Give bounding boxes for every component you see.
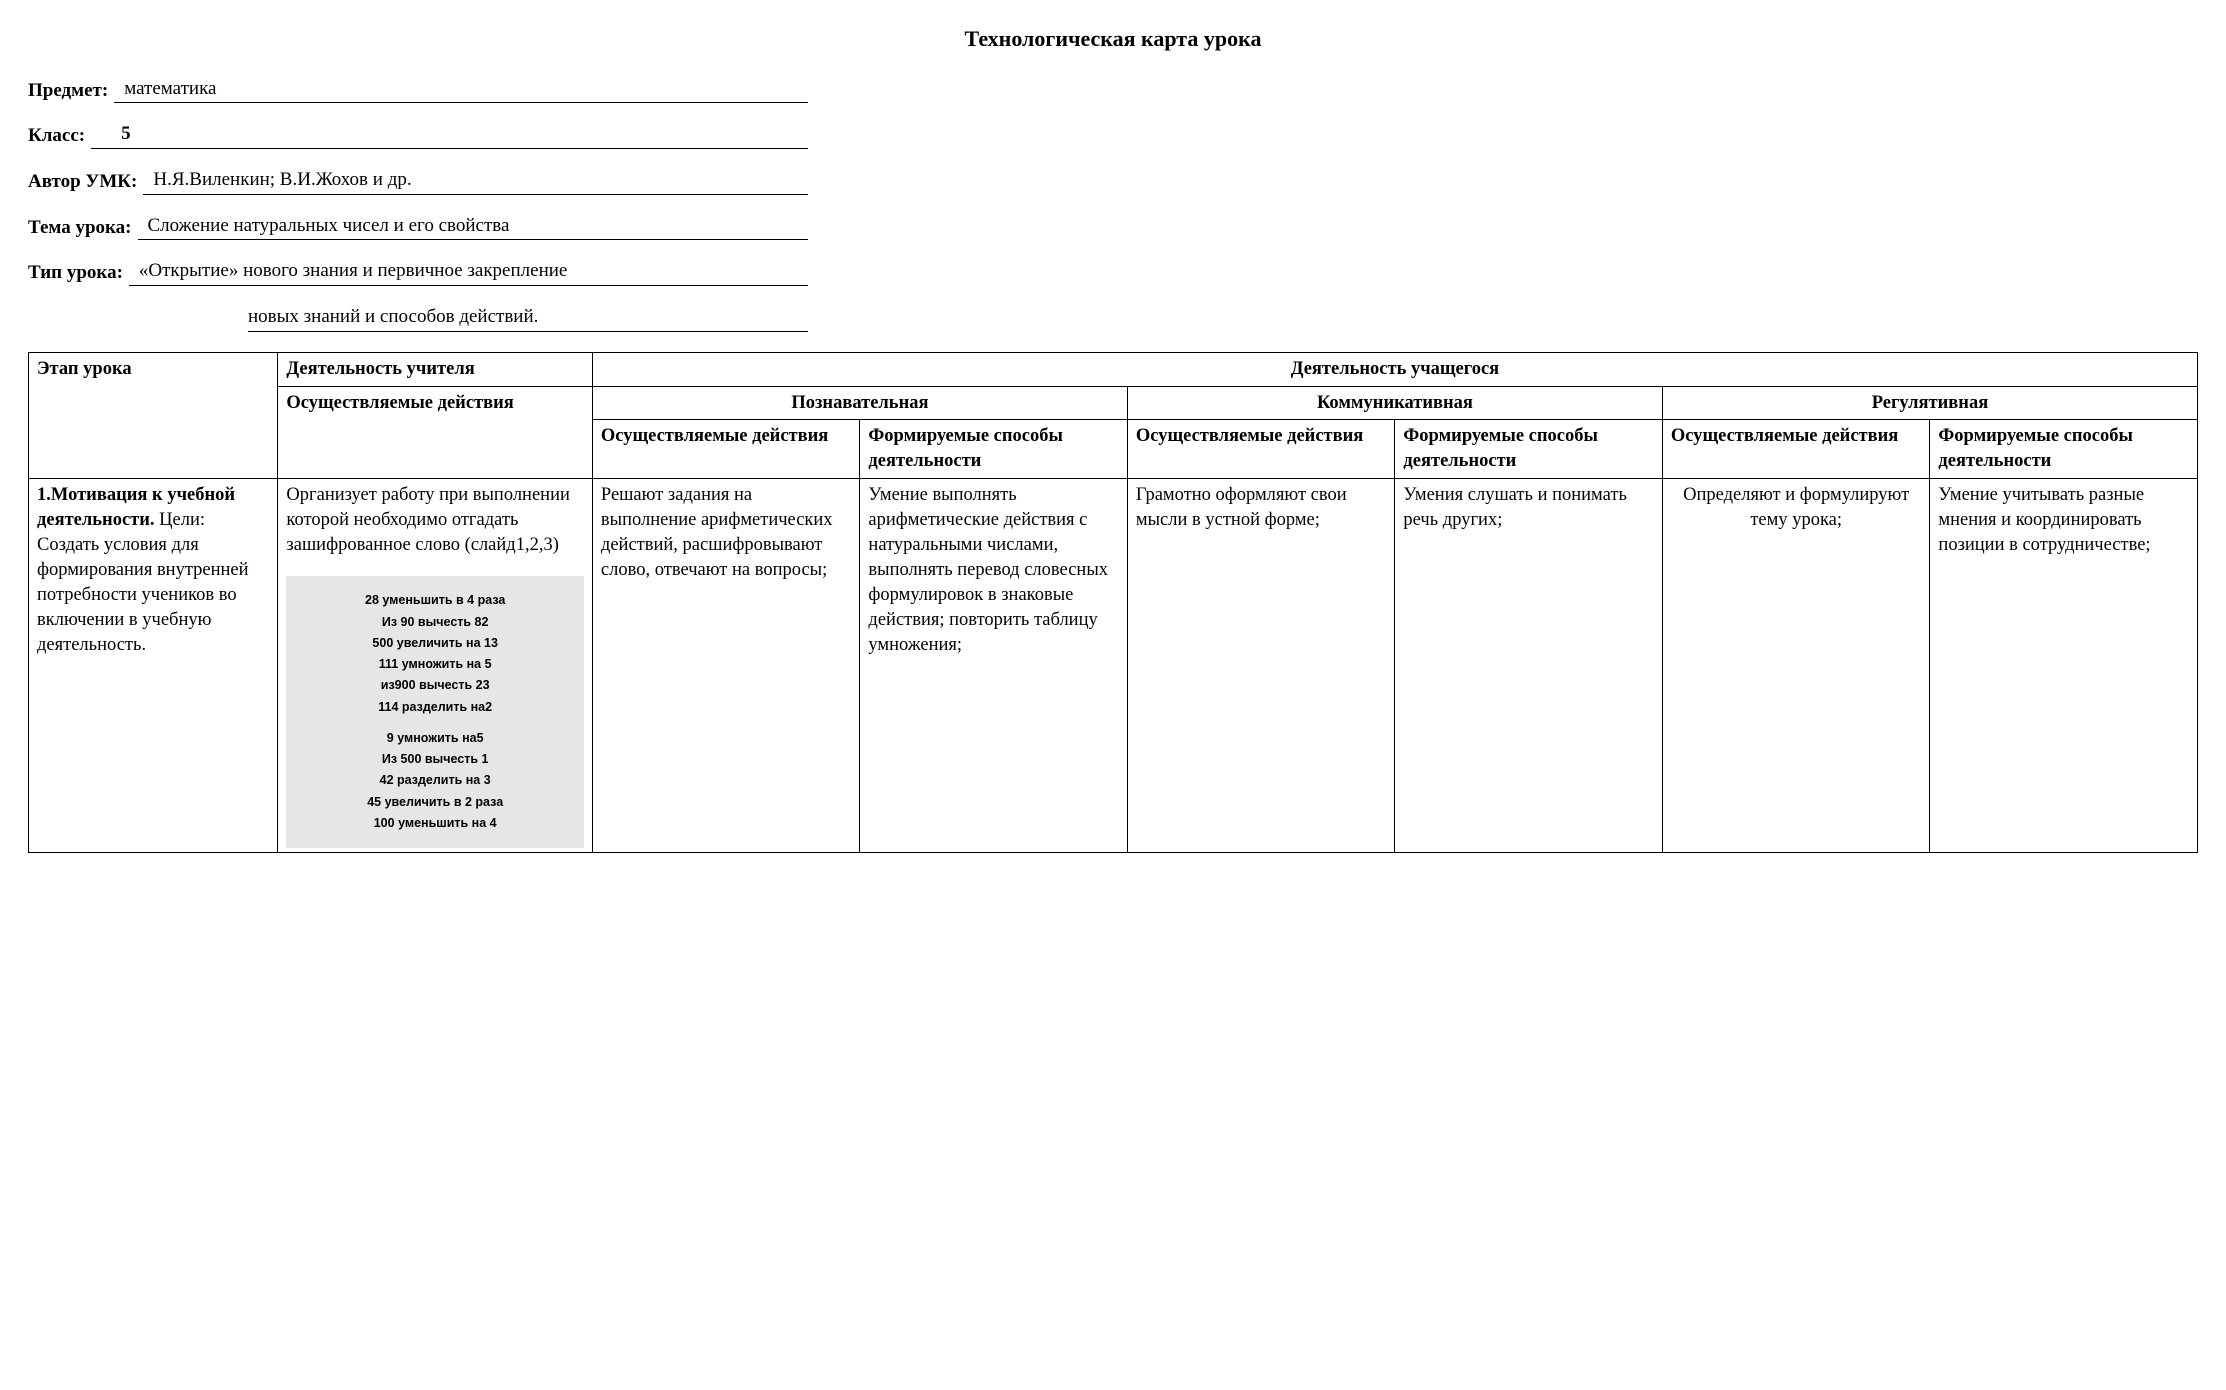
meta-block: Предмет: математика Класс: 5 Автор УМК: … bbox=[28, 76, 2198, 332]
lesson-table: Этап урока Деятельность учителя Деятельн… bbox=[28, 352, 2198, 854]
table-row: 1.Мотивация к учебной деятельности. Цели… bbox=[29, 479, 2198, 853]
topic-label: Тема урока: bbox=[28, 215, 138, 241]
subject-value: математика bbox=[114, 76, 808, 104]
type-label: Тип урока: bbox=[28, 260, 129, 286]
slide-line: из900 вычесть 23 bbox=[296, 675, 574, 696]
stage-title: 1.Мотивация к учебной деятельности. bbox=[37, 485, 235, 530]
th-cog-actions: Осуществляемые действия bbox=[592, 420, 860, 479]
th-com-means: Формируемые способы деятельности bbox=[1395, 420, 1663, 479]
th-cog-means: Формируемые способы деятельности bbox=[860, 420, 1128, 479]
th-teacher: Деятельность учителя bbox=[278, 352, 593, 386]
th-regulative: Регулятивная bbox=[1662, 386, 2197, 420]
slide-line: 500 увеличить на 13 bbox=[296, 633, 574, 654]
meta-row-type: Тип урока: «Открытие» нового знания и пе… bbox=[28, 258, 808, 286]
cell-com-means: Умения слушать и понимать речь других; bbox=[1395, 479, 1663, 853]
umk-value: Н.Я.Виленкин; В.И.Жохов и др. bbox=[143, 167, 808, 195]
cell-cog-means: Умение выполнять арифметические действия… bbox=[860, 479, 1128, 853]
slide-line: Из 500 вычесть 1 bbox=[296, 749, 574, 770]
topic-value: Сложение натуральных чисел и его свойств… bbox=[138, 213, 809, 241]
slide-line: 114 разделить на2 bbox=[296, 697, 574, 718]
page-title: Технологическая карта урока bbox=[28, 24, 2198, 54]
meta-row-type-cont: новых знаний и способов действий. bbox=[28, 304, 808, 332]
slide-line: 45 увеличить в 2 раза bbox=[296, 792, 574, 813]
meta-row-class: Класс: 5 bbox=[28, 121, 808, 149]
subject-label: Предмет: bbox=[28, 78, 114, 104]
teacher-text: Организует работу при выполнении которой… bbox=[286, 483, 584, 558]
th-reg-means: Формируемые способы деятельности bbox=[1930, 420, 2198, 479]
th-cognitive: Познавательная bbox=[592, 386, 1127, 420]
th-reg-actions: Осуществляемые действия bbox=[1662, 420, 1930, 479]
cell-reg-actions: Определяют и формулируют тему урока; bbox=[1662, 479, 1930, 853]
meta-row-topic: Тема урока: Сложение натуральных чисел и… bbox=[28, 213, 808, 241]
cell-com-actions: Грамотно оформляют свои мысли в устной ф… bbox=[1127, 479, 1395, 853]
umk-label: Автор УМК: bbox=[28, 169, 143, 195]
th-com-actions: Осуществляемые действия bbox=[1127, 420, 1395, 479]
slide-line: Из 90 вычесть 82 bbox=[296, 612, 574, 633]
class-label: Класс: bbox=[28, 123, 91, 149]
slide-line: 100 уменьшить на 4 bbox=[296, 813, 574, 834]
type-value-cont: новых знаний и способов действий. bbox=[248, 304, 808, 332]
cell-reg-means: Умение учитывать разные мнения и координ… bbox=[1930, 479, 2198, 853]
class-value: 5 bbox=[91, 121, 808, 149]
slide-gap bbox=[296, 718, 574, 728]
slide-line: 9 умножить на5 bbox=[296, 728, 574, 749]
slide-line: 42 разделить на 3 bbox=[296, 770, 574, 791]
cell-cog-actions: Решают задания на выполнение арифметичес… bbox=[592, 479, 860, 853]
th-communicative: Коммуникативная bbox=[1127, 386, 1662, 420]
cell-stage: 1.Мотивация к учебной деятельности. Цели… bbox=[29, 479, 278, 853]
th-teacher-actions: Осуществляемые действия bbox=[278, 386, 593, 479]
slide-thumbnail: 28 уменьшить в 4 раза Из 90 вычесть 82 5… bbox=[286, 576, 584, 848]
stage-goals-text: Цели: Создать условия для формирования в… bbox=[37, 510, 249, 655]
type-value: «Открытие» нового знания и первичное зак… bbox=[129, 258, 808, 286]
th-stage: Этап урока bbox=[29, 352, 278, 479]
th-student: Деятельность учащегося bbox=[592, 352, 2197, 386]
slide-line: 28 уменьшить в 4 раза bbox=[296, 590, 574, 611]
meta-row-subject: Предмет: математика bbox=[28, 76, 808, 104]
cell-teacher: Организует работу при выполнении которой… bbox=[278, 479, 593, 853]
slide-line: 111 умножить на 5 bbox=[296, 654, 574, 675]
meta-row-umk: Автор УМК: Н.Я.Виленкин; В.И.Жохов и др. bbox=[28, 167, 808, 195]
